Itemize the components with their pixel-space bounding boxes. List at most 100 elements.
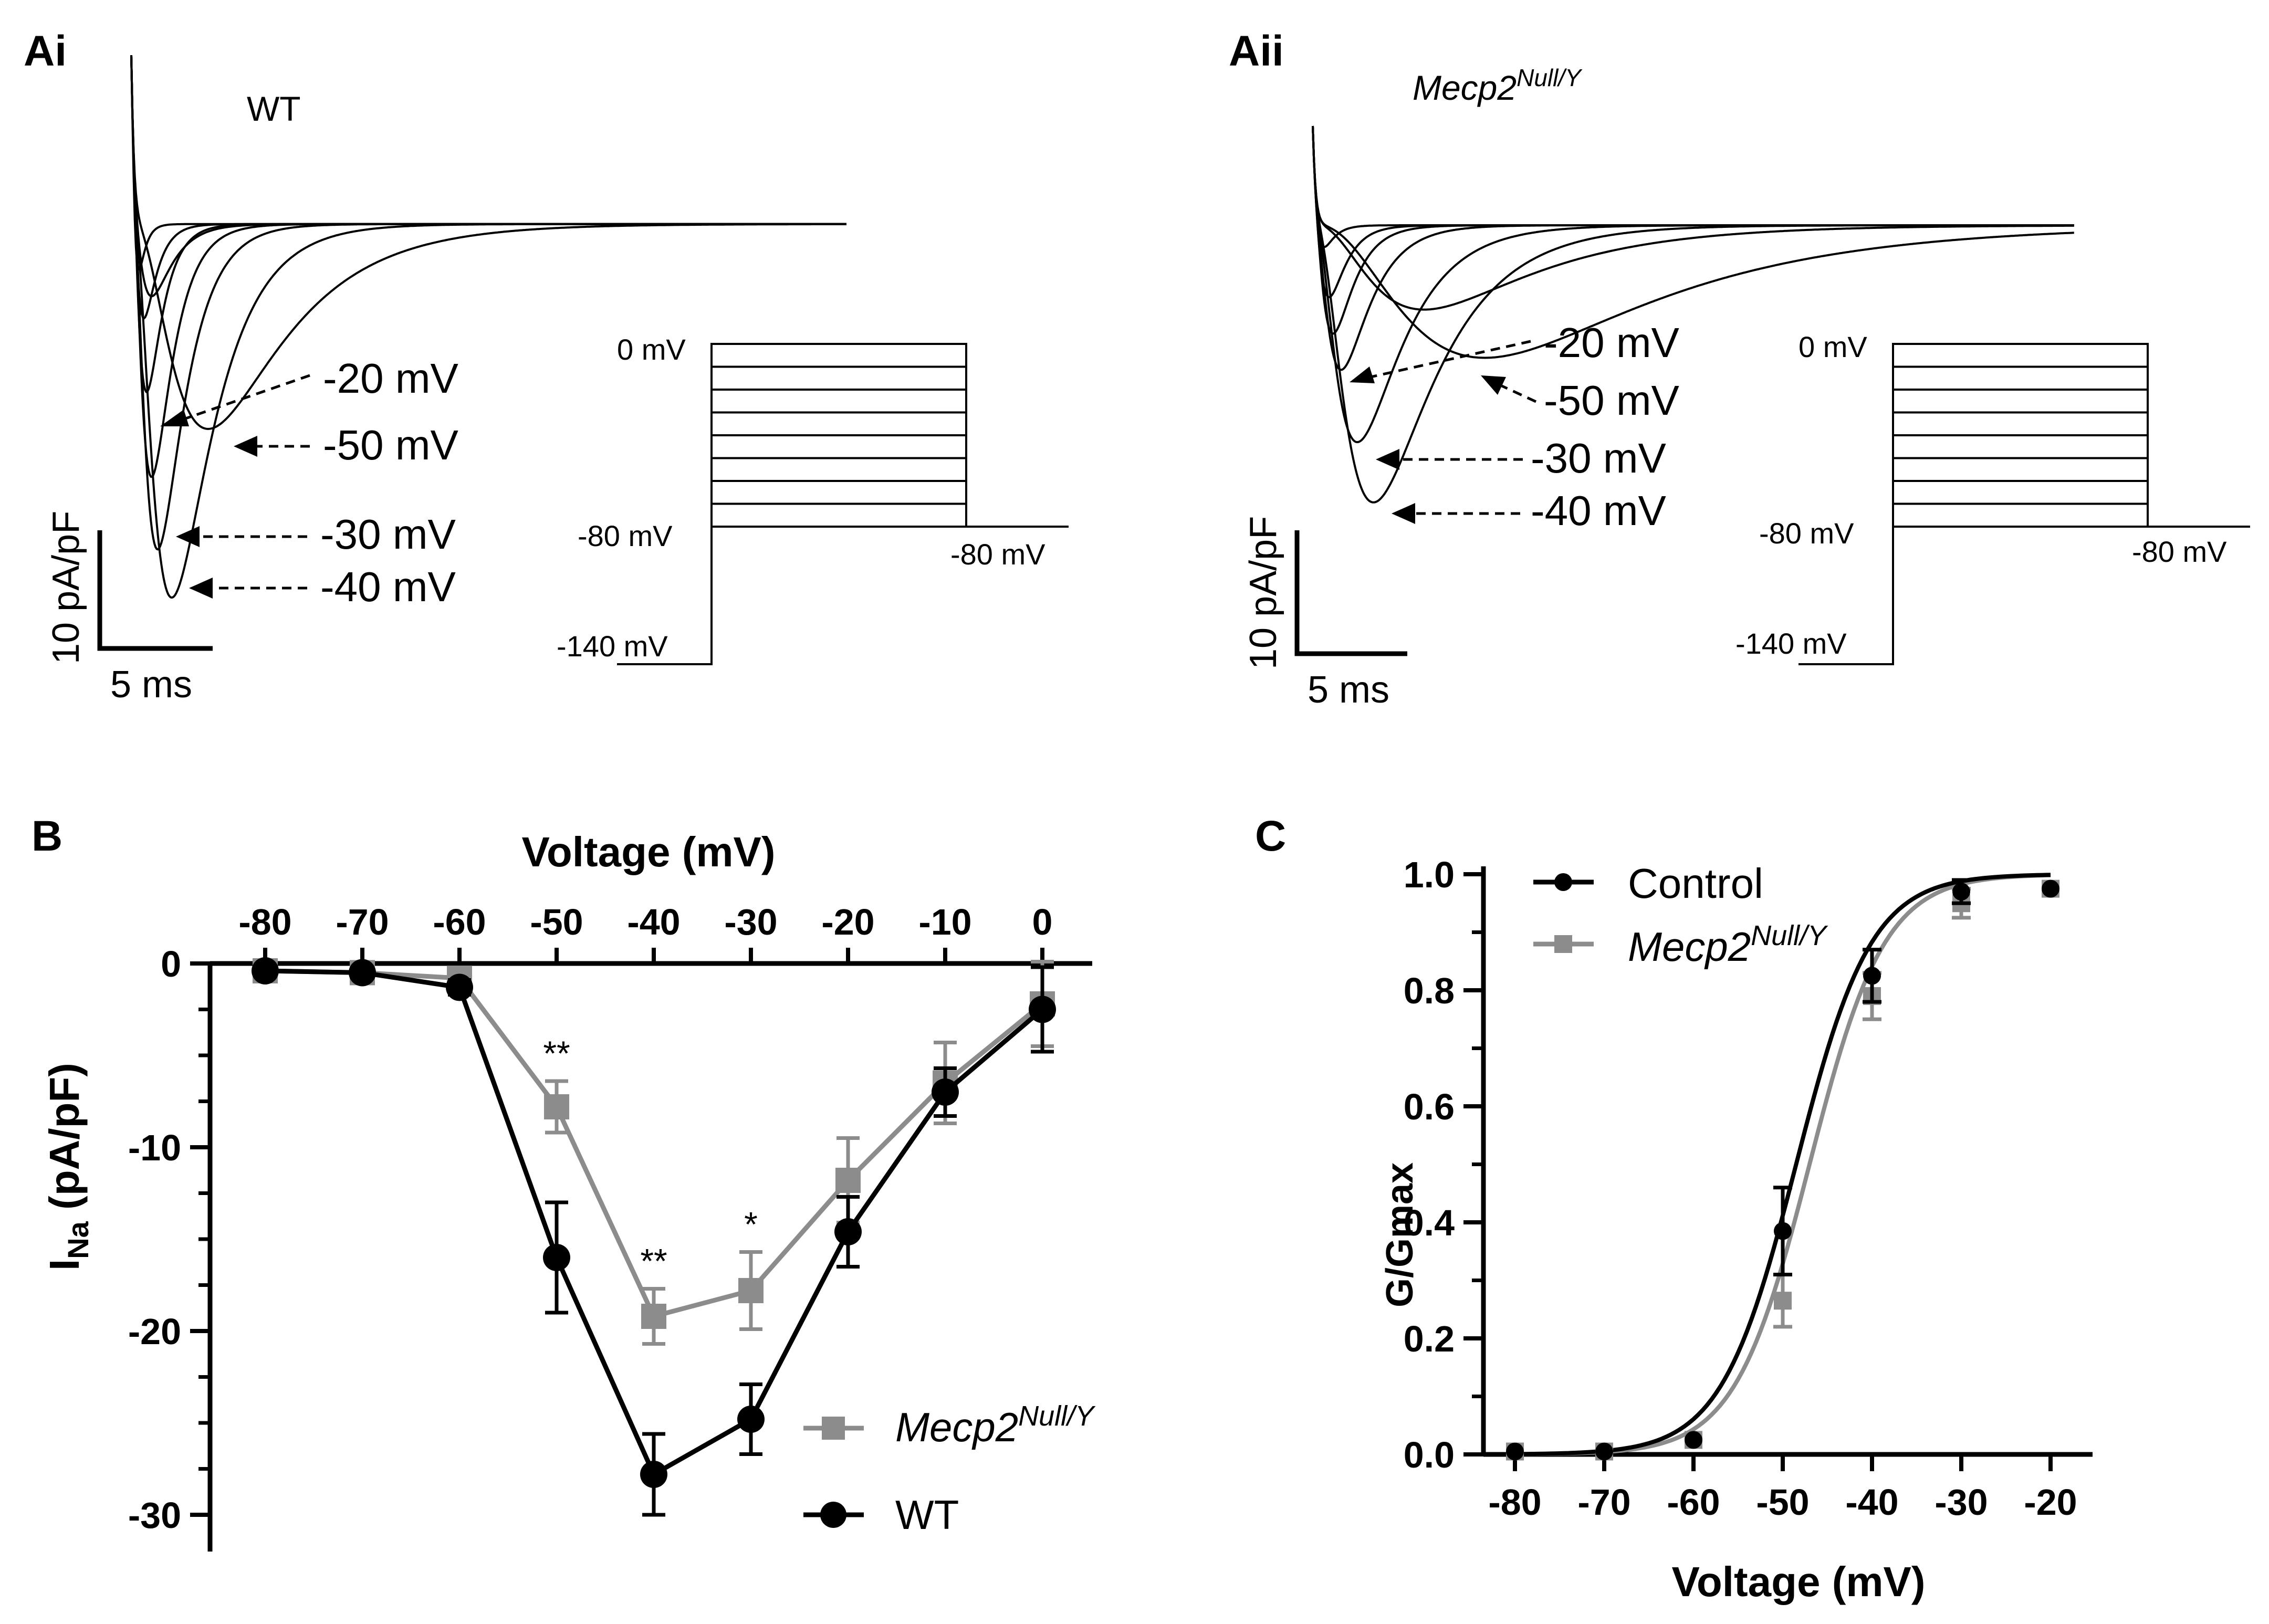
panel-c-legend: Control Mecp2Null/Y bbox=[1533, 860, 1828, 970]
ai-trace bbox=[130, 55, 846, 551]
aii-trace bbox=[1312, 125, 2074, 443]
panel-ai-title: WT bbox=[247, 89, 301, 128]
c-fit-curve-control bbox=[1514, 873, 2051, 1457]
panel-b-xlabel: Voltage (mV) bbox=[521, 829, 775, 875]
legend-c-control: Control bbox=[1628, 860, 1763, 907]
panel-b-axes: -80 -70 -60 -50 -40 -30 -20 -10 0 0 -10 -20 -30 bbox=[128, 902, 1092, 1552]
ai-protocol-hold: -80 mV bbox=[578, 519, 673, 552]
legend-b-mecp2: Mecp2Null/Y bbox=[895, 1400, 1096, 1450]
ai-arrow-20 bbox=[181, 374, 310, 422]
aii-label-20: -20 mV bbox=[1544, 319, 1679, 366]
aii-label-50: -50 mV bbox=[1544, 377, 1679, 424]
aii-protocol-after: -80 mV bbox=[2132, 535, 2227, 568]
b-x-tick-label: 0 bbox=[1032, 902, 1053, 942]
c-x-tick-label: -50 bbox=[1756, 1482, 1809, 1523]
b-point-wt bbox=[640, 1461, 667, 1488]
ai-label-arrows bbox=[181, 374, 310, 590]
b-x-tick-label: -50 bbox=[530, 902, 583, 942]
aii-protocol-steps bbox=[1799, 343, 2250, 665]
c-x-tick-label: -80 bbox=[1488, 1482, 1541, 1523]
b-x-tick-label: -60 bbox=[433, 902, 486, 942]
ai-label-30: -30 mV bbox=[320, 511, 456, 558]
panel-c: C Voltage (mV) G/Gmax -80 -70 -60 -50 -40 -30… bbox=[1255, 812, 2093, 1605]
ai-trace bbox=[130, 55, 846, 430]
ai-label-40: -40 mV bbox=[320, 563, 456, 610]
aii-arrowhead-20 bbox=[1350, 366, 1375, 383]
aii-arrowhead-50 bbox=[1481, 375, 1506, 395]
c-point-mecp2 bbox=[1774, 1292, 1792, 1310]
c-x-tick-label: -20 bbox=[2024, 1482, 2077, 1523]
b-x-tick-label: -10 bbox=[918, 902, 971, 942]
b-point-wt bbox=[543, 1244, 570, 1271]
b-x-tick-label: -40 bbox=[627, 902, 680, 942]
b-y-tick-label: -30 bbox=[128, 1495, 181, 1536]
ai-trace bbox=[130, 55, 846, 320]
c-point-control bbox=[1595, 1442, 1613, 1461]
ai-trace bbox=[130, 55, 846, 478]
b-series-line-wt bbox=[265, 968, 1044, 1478]
aii-label-30: -30 mV bbox=[1531, 435, 1666, 481]
panel-c-ylabel: G/Gmax bbox=[1379, 1162, 1421, 1307]
ai-label-50: -50 mV bbox=[323, 422, 458, 468]
aii-protocol-top: 0 mV bbox=[1799, 330, 1867, 363]
c-point-control bbox=[2042, 879, 2059, 898]
legend-c-mecp2: Mecp2Null/Y bbox=[1628, 920, 1828, 970]
panel-b-legend: Mecp2Null/Y WT bbox=[803, 1400, 1096, 1538]
panel-b-letter: B bbox=[32, 812, 62, 860]
b-y-tick-label: 0 bbox=[161, 944, 181, 984]
c-y-tick-label: 1.0 bbox=[1404, 854, 1455, 895]
c-y-tick-label: 0.2 bbox=[1404, 1318, 1455, 1359]
c-point-control bbox=[1774, 1222, 1792, 1240]
panel-aii-title: Mecp2Null/Y bbox=[1413, 64, 1583, 107]
c-x-tick-label: -30 bbox=[1935, 1482, 1988, 1523]
ai-scale-y: 10 pA/pF bbox=[45, 511, 87, 664]
aii-label-arrows bbox=[1370, 340, 1537, 515]
ai-scale-bar bbox=[97, 530, 213, 651]
ai-trace bbox=[130, 55, 846, 298]
c-x-tick-label: -60 bbox=[1667, 1482, 1720, 1523]
b-significance: * bbox=[744, 1205, 758, 1244]
panel-c-letter: C bbox=[1255, 812, 1286, 860]
b-x-tick-label: -20 bbox=[821, 902, 874, 942]
ai-protocol: 0 mV -80 mV -80 mV -140 mV bbox=[557, 333, 1069, 665]
b-point-mecp2 bbox=[641, 1304, 666, 1329]
aii-arrow-50 bbox=[1501, 384, 1537, 403]
panel-b-plot: ***** bbox=[252, 957, 1056, 1517]
aii-current-traces bbox=[1312, 125, 2074, 504]
aii-arrowhead-40 bbox=[1392, 503, 1415, 524]
aii-arrow-heads bbox=[1350, 366, 1506, 524]
aii-trace bbox=[1312, 125, 2074, 371]
aii-trace bbox=[1312, 125, 2074, 504]
legend-c-mecp2-marker bbox=[1554, 935, 1572, 953]
panel-b-ylabel: INa (pA/pF) bbox=[41, 1063, 95, 1271]
legend-b-wt: WT bbox=[895, 1492, 959, 1538]
b-y-tick-label: -20 bbox=[128, 1311, 181, 1352]
ai-trace bbox=[130, 55, 846, 599]
ai-protocol-pre: -140 mV bbox=[557, 630, 668, 663]
ai-protocol-steps bbox=[617, 343, 1069, 665]
b-point-mecp2 bbox=[738, 1278, 764, 1303]
ai-arrowhead-50 bbox=[234, 436, 257, 457]
ai-label-20: -20 mV bbox=[323, 355, 458, 402]
ai-protocol-after: -80 mV bbox=[950, 538, 1045, 571]
c-y-tick-label: 0.4 bbox=[1404, 1202, 1455, 1243]
panel-aii: Aii Mecp2Null/Y -20 mV -50 mV -30 mV -40… bbox=[1229, 27, 2250, 711]
c-fit-curve-mecp2 bbox=[1514, 873, 2051, 1457]
legend-b-wt-marker bbox=[820, 1502, 846, 1528]
ai-trace bbox=[130, 55, 846, 271]
ai-arrowhead-30 bbox=[176, 526, 200, 547]
aii-trace bbox=[1312, 125, 2074, 311]
ai-arrowhead-40 bbox=[189, 578, 213, 599]
b-point-mecp2 bbox=[544, 1094, 569, 1119]
b-point-wt bbox=[446, 973, 473, 1001]
aii-protocol: 0 mV -80 mV -80 mV -140 mV bbox=[1735, 330, 2250, 665]
panel-c-plot bbox=[1506, 873, 2059, 1461]
legend-b-mecp2-marker bbox=[822, 1417, 845, 1440]
aii-scale-bar bbox=[1294, 530, 1407, 656]
b-point-wt bbox=[1029, 996, 1056, 1023]
aii-scale-y: 10 pA/pF bbox=[1242, 516, 1284, 669]
b-x-tick-label: -80 bbox=[238, 902, 291, 942]
b-point-mecp2 bbox=[835, 1168, 861, 1193]
b-point-wt bbox=[737, 1406, 765, 1433]
